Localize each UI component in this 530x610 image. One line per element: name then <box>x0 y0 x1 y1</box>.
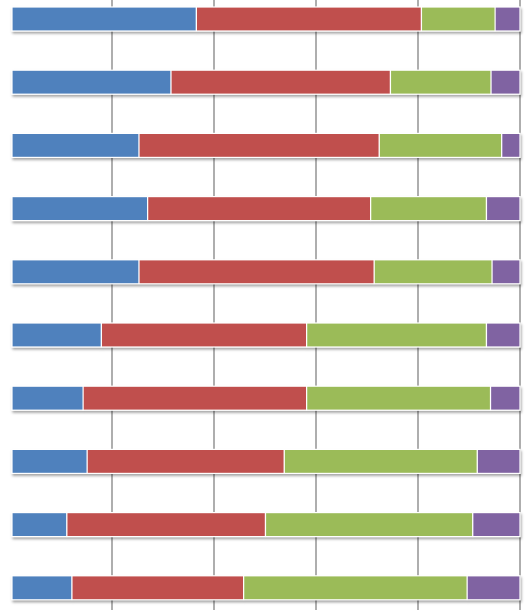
bar-segment-1-series-3 <box>420 6 496 32</box>
bar-segment-8-series-3 <box>283 448 478 474</box>
bar-segment-6-series-3 <box>306 322 488 348</box>
gridlines <box>111 0 521 610</box>
bar-segment-7-series-2 <box>82 385 308 411</box>
bar-segment-3-series-2 <box>138 132 380 158</box>
bar-row-8 <box>11 448 521 474</box>
bar-row-6 <box>11 322 521 348</box>
bar-segment-2-series-3 <box>389 69 492 95</box>
bar-segment-3-series-3 <box>378 132 503 158</box>
bar-segment-2-series-2 <box>170 69 392 95</box>
bar-segment-1-series-4 <box>494 6 521 32</box>
bar-row-5 <box>11 259 521 285</box>
bar-segment-3-series-1 <box>11 132 140 158</box>
bar-segment-5-series-1 <box>11 259 140 285</box>
bar-segment-9-series-2 <box>66 511 267 538</box>
bar-segment-9-series-3 <box>264 511 474 538</box>
bars <box>11 6 521 601</box>
bar-row-2 <box>11 69 521 95</box>
bar-segment-8-series-2 <box>86 448 285 474</box>
bar-segment-5-series-4 <box>491 259 521 285</box>
bar-segment-7-series-1 <box>11 385 84 411</box>
bar-segment-6-series-2 <box>100 322 308 348</box>
bar-segment-9-series-4 <box>472 511 521 538</box>
bar-segment-8-series-1 <box>11 448 88 474</box>
bar-segment-4-series-2 <box>147 196 372 222</box>
bar-segment-6-series-1 <box>11 322 103 348</box>
bar-segment-7-series-4 <box>489 385 521 411</box>
bar-segment-5-series-3 <box>373 259 493 285</box>
bar-segment-6-series-4 <box>485 322 521 348</box>
bar-segment-10-series-4 <box>466 575 521 601</box>
bar-segment-1-series-1 <box>11 6 197 32</box>
bar-segment-4-series-3 <box>370 196 488 222</box>
bar-row-7 <box>11 385 521 411</box>
bar-row-3 <box>11 132 521 158</box>
bar-row-1 <box>11 6 521 32</box>
bar-segment-2-series-4 <box>490 69 521 95</box>
bar-segment-5-series-2 <box>138 259 375 285</box>
bar-row-4 <box>11 196 521 222</box>
bar-row-10 <box>11 575 521 601</box>
bar-row-9 <box>11 511 521 538</box>
bar-segment-8-series-4 <box>476 448 521 474</box>
bar-segment-7-series-3 <box>306 385 492 411</box>
bar-segment-4-series-1 <box>11 196 149 222</box>
bar-segment-3-series-4 <box>501 132 521 158</box>
bar-segment-10-series-3 <box>243 575 468 601</box>
bar-segment-10-series-2 <box>71 575 245 601</box>
bar-segment-1-series-2 <box>195 6 423 32</box>
bar-segment-2-series-1 <box>11 69 172 95</box>
bar-segment-10-series-1 <box>11 575 73 601</box>
bar-segment-4-series-4 <box>485 196 521 222</box>
bar-segment-9-series-1 <box>11 511 68 538</box>
